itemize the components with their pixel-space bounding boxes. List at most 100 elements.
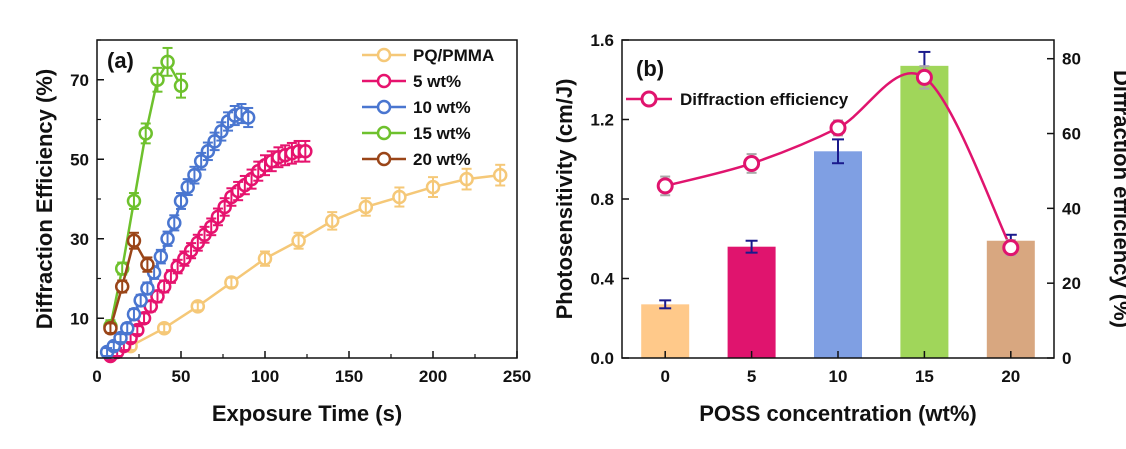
error-bar: [461, 167, 472, 191]
error-bar: [159, 279, 170, 294]
error-bar: [219, 197, 230, 217]
line-data-point: [1002, 239, 1020, 257]
legend-label: Diffraction efficiency: [680, 90, 849, 109]
error-bar: [202, 141, 213, 162]
x-tick-label: 10: [829, 367, 848, 386]
y-tick-label: 50: [70, 150, 89, 169]
error-bar: [226, 276, 237, 289]
line-data-point: [915, 68, 933, 86]
bar-error-bar: [832, 138, 844, 165]
error-bar: [196, 151, 207, 171]
y-tick-label: 0.0: [590, 349, 614, 368]
error-bar: [266, 150, 277, 173]
y-tick-label: 70: [70, 71, 89, 90]
error-bar: [165, 269, 176, 284]
error-bar: [286, 141, 297, 165]
error-bar: [280, 144, 291, 167]
error-bar: [182, 178, 193, 197]
error-bar: [192, 233, 203, 252]
error-bar: [239, 174, 250, 196]
error-bar: [209, 131, 220, 152]
legend-label: 10 wt%: [413, 98, 471, 117]
bar-5: [727, 246, 776, 358]
bar-15: [900, 65, 949, 359]
error-bar: [192, 301, 203, 312]
error-bar: [243, 106, 254, 129]
y2-tick-label: 0: [1062, 349, 1071, 368]
y-tick-label: 1.2: [590, 111, 614, 130]
x-axis-label-a: Exposure Time (s): [212, 401, 402, 426]
legend-item-20-wt: 20 wt%: [362, 150, 471, 169]
x-tick-label: 15: [915, 367, 934, 386]
y2-tick-label: 40: [1062, 199, 1081, 218]
error-bar: [128, 231, 139, 250]
x-tick-label: 0: [660, 367, 669, 386]
error-bar: [327, 211, 338, 231]
y-axis-label-a: Diffraction Efficiency (%): [32, 69, 57, 329]
y2-tick-label: 80: [1062, 50, 1081, 69]
error-bar: [169, 214, 180, 232]
series-5-wt: [103, 144, 313, 364]
error-bar: [117, 279, 128, 294]
error-bar: [162, 46, 173, 77]
error-bar: [233, 180, 244, 202]
y-tick-label: 0.4: [590, 270, 614, 289]
legend-marker: [376, 73, 392, 89]
legend-label: 5 wt%: [413, 72, 461, 91]
error-bar: [176, 192, 186, 210]
bar-error-bar: [745, 239, 758, 254]
bar-20: [986, 240, 1035, 358]
error-bar: [206, 217, 217, 237]
error-bar: [142, 256, 153, 273]
error-bar: [495, 163, 506, 187]
y-tick-label: 0.8: [590, 190, 614, 209]
error-bar: [293, 231, 304, 250]
error-bar: [223, 111, 234, 132]
legend-label: 15 wt%: [413, 124, 471, 143]
legend-item-diffraction-efficiency: Diffraction efficiency: [626, 90, 849, 109]
error-bar: [253, 160, 264, 182]
error-bar: [142, 281, 153, 296]
error-bar: [105, 322, 116, 334]
legend-label: 20 wt%: [413, 150, 471, 169]
legend-item-pq-pmma: PQ/PMMA: [362, 46, 494, 65]
x-tick-label: 0: [92, 367, 101, 386]
x-tick-label: 250: [503, 367, 531, 386]
error-bar: [159, 323, 170, 334]
panel-label-b: (b): [636, 56, 664, 81]
x-axis-label-b: POSS concentration (wt%): [699, 401, 976, 426]
y-tick-label: 1.6: [590, 31, 614, 50]
legend-item-10-wt: 10 wt%: [362, 98, 471, 117]
error-bar: [122, 322, 133, 334]
error-bar: [189, 165, 200, 185]
error-bar: [300, 139, 311, 163]
legend-item-5-wt: 5 wt%: [362, 72, 461, 91]
bar-error-bar: [659, 299, 672, 310]
y2-axis-label-b: Diffraction efficiency (%): [1109, 70, 1126, 328]
line-data-point: [829, 119, 847, 137]
error-bar: [176, 72, 186, 99]
legend-marker: [376, 125, 392, 141]
error-bar: [162, 230, 173, 247]
x-tick-label: 5: [747, 367, 756, 386]
y-axis-label-b: Photosensitivity (cm/J): [552, 79, 577, 320]
error-bar: [128, 308, 139, 321]
x-tick-label: 50: [172, 367, 191, 386]
error-bar: [102, 347, 113, 358]
legend-marker: [376, 151, 392, 167]
series-line-20-wt: [109, 237, 149, 329]
error-bar: [172, 258, 183, 275]
bar-0: [641, 304, 690, 358]
legend-item-15-wt: 15 wt%: [362, 124, 471, 143]
x-tick-label: 200: [419, 367, 447, 386]
y2-tick-label: 60: [1062, 125, 1081, 144]
error-bar: [428, 176, 438, 199]
x-tick-label: 100: [251, 367, 279, 386]
error-bar: [152, 66, 163, 93]
x-tick-label: 20: [1001, 367, 1020, 386]
error-bar: [140, 122, 151, 145]
error-bar: [229, 104, 240, 127]
error-bar: [199, 225, 210, 244]
